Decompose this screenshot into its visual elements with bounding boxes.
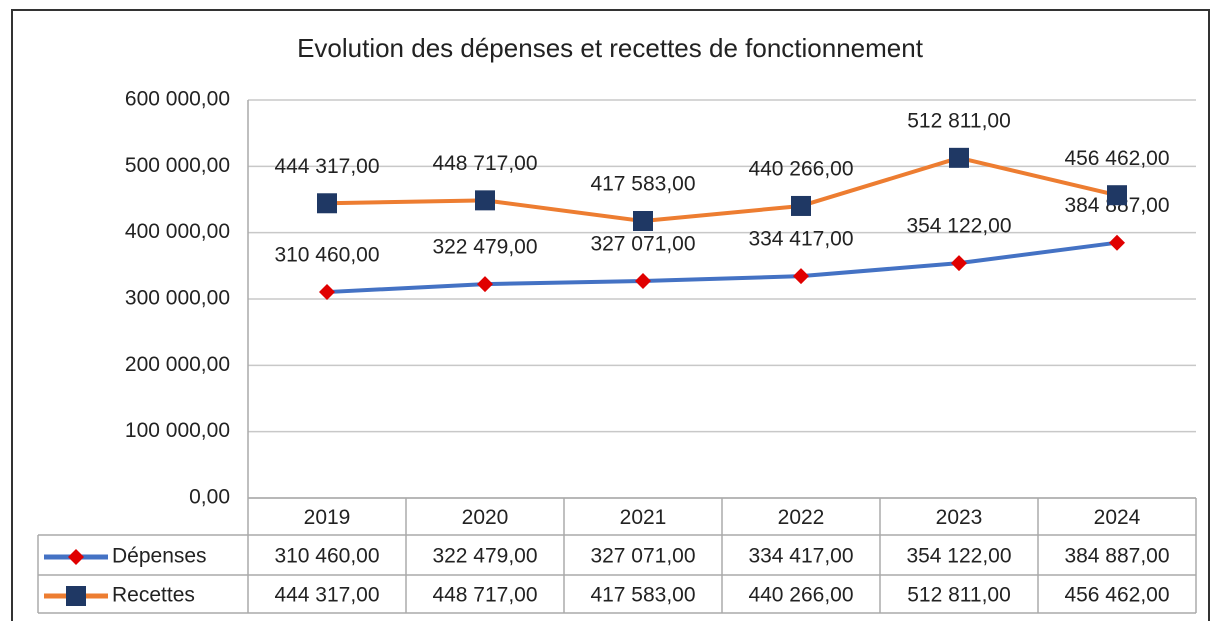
- x-tick-label: 2021: [620, 506, 667, 529]
- y-tick-label: 200 000,00: [125, 353, 230, 376]
- marker: [635, 273, 651, 290]
- marker: [949, 147, 969, 168]
- marker: [791, 195, 811, 216]
- table-cell: 322 479,00: [432, 545, 537, 568]
- marker: [475, 190, 495, 211]
- table-cell: 384 887,00: [1064, 545, 1169, 568]
- x-tick-label: 2022: [778, 506, 825, 529]
- data-label: 327 071,00: [590, 233, 695, 256]
- table-cell: 456 462,00: [1064, 584, 1169, 607]
- chart-title: Evolution des dépenses et recettes de fo…: [297, 33, 924, 63]
- table-cell: 448 717,00: [432, 584, 537, 607]
- marker: [951, 255, 967, 272]
- y-tick-label: 100 000,00: [125, 419, 230, 442]
- table-cell: 512 811,00: [907, 584, 1011, 607]
- marker: [633, 211, 653, 232]
- table-cell: 327 071,00: [590, 545, 695, 568]
- table-cell: 440 266,00: [748, 584, 853, 607]
- data-label: 512 811,00: [907, 109, 1011, 132]
- chart-frame: [11, 9, 1210, 621]
- x-tick-label: 2019: [304, 506, 351, 529]
- legend-label: Dépenses: [112, 545, 207, 568]
- marker: [317, 193, 337, 214]
- marker: [1109, 234, 1125, 251]
- data-label: 354 122,00: [906, 215, 1011, 238]
- data-label: 448 717,00: [432, 152, 537, 175]
- data-label: 444 317,00: [274, 155, 379, 178]
- y-tick-label: 400 000,00: [125, 220, 230, 243]
- table-cell: 334 417,00: [748, 545, 853, 568]
- data-label: 322 479,00: [432, 236, 537, 259]
- x-tick-label: 2023: [936, 506, 983, 529]
- marker: [319, 284, 335, 301]
- legend-label: Recettes: [112, 584, 195, 607]
- marker: [66, 586, 86, 606]
- data-label: 440 266,00: [748, 158, 853, 181]
- y-tick-label: 600 000,00: [125, 88, 230, 111]
- data-label: 334 417,00: [748, 228, 853, 251]
- marker: [793, 268, 809, 285]
- series-line: [326, 240, 1118, 295]
- x-tick-label: 2024: [1094, 506, 1141, 529]
- series-line: [326, 155, 1118, 224]
- table-cell: 417 583,00: [590, 584, 695, 607]
- data-label: 384 887,00: [1064, 194, 1169, 217]
- y-tick-label: 300 000,00: [125, 287, 230, 310]
- table-cell: 310 460,00: [274, 545, 379, 568]
- data-label: 310 460,00: [274, 244, 379, 267]
- marker: [1107, 185, 1127, 206]
- x-tick-label: 2020: [462, 506, 509, 529]
- y-tick-label: 0,00: [189, 486, 230, 509]
- data-label: 417 583,00: [590, 173, 695, 196]
- table-cell: 444 317,00: [274, 584, 379, 607]
- y-tick-label: 500 000,00: [125, 154, 230, 177]
- table-cell: 354 122,00: [906, 545, 1011, 568]
- marker: [477, 276, 493, 293]
- data-label: 456 462,00: [1064, 147, 1169, 170]
- marker: [68, 549, 84, 565]
